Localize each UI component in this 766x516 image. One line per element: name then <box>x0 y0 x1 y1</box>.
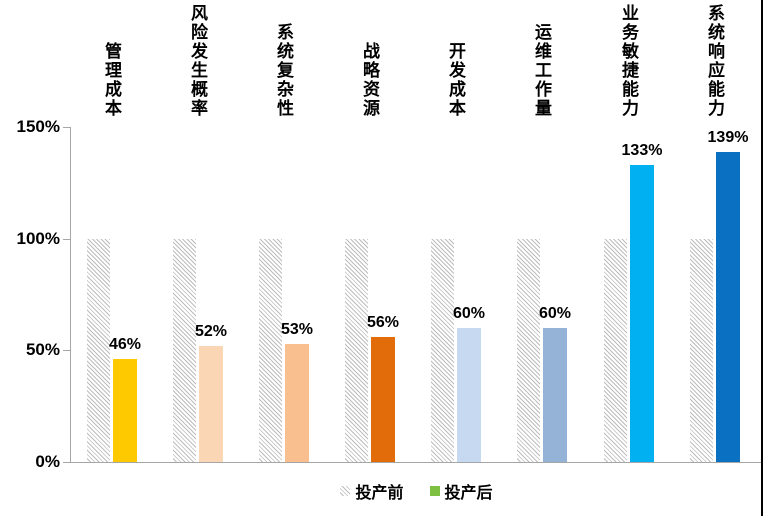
y-axis-tick <box>63 462 70 463</box>
bar-before-6 <box>604 238 627 462</box>
bar-after-1 <box>199 345 223 462</box>
legend-label-0: 投产前 <box>355 485 404 502</box>
y-axis-tick-label: 100% <box>16 228 60 248</box>
y-axis-tick <box>63 350 70 352</box>
bar-after-6 <box>630 164 654 462</box>
bar-before-7 <box>690 238 713 462</box>
bar-before-4 <box>431 238 454 462</box>
y-axis-tick-label: 0% <box>35 452 60 471</box>
bar-before-3 <box>345 238 368 462</box>
value-label-3: 56% <box>366 313 400 331</box>
y-axis-tick <box>63 127 70 128</box>
y-axis-tick <box>63 238 70 240</box>
legend-label-1: 投产后 <box>444 485 493 502</box>
legend-item-1: 投产后 <box>429 479 493 503</box>
bar-before-1 <box>173 238 196 462</box>
bar-before-2 <box>259 238 282 462</box>
legend-swatch-0 <box>340 486 351 496</box>
bar-after-7 <box>716 151 740 462</box>
category-label-1: 风险发生概率 <box>188 4 207 118</box>
category-label-0: 管理成本 <box>102 42 121 118</box>
value-label-7: 139% <box>707 128 749 146</box>
y-axis-tick-label: 50% <box>25 340 60 360</box>
value-label-2: 53% <box>280 320 314 338</box>
bar-before-0 <box>87 238 110 462</box>
category-label-6: 业务敏捷能力 <box>619 4 638 118</box>
bar-after-3 <box>371 336 395 462</box>
y-axis-line <box>70 127 71 462</box>
bar-after-4 <box>457 328 481 462</box>
image-right-border <box>761 0 763 516</box>
bar-after-2 <box>285 343 309 462</box>
category-label-5: 运维工作量 <box>532 23 551 118</box>
category-label-2: 系统复杂性 <box>274 23 293 118</box>
value-label-0: 46% <box>108 336 142 354</box>
x-axis-line <box>70 462 763 463</box>
legend-item-0: 投产前 <box>340 479 404 503</box>
value-label-6: 133% <box>621 141 663 159</box>
value-label-4: 60% <box>452 305 486 322</box>
value-label-1: 52% <box>194 322 228 340</box>
bar-after-0 <box>113 359 137 462</box>
category-label-4: 开发成本 <box>446 42 465 118</box>
value-label-5: 60% <box>538 305 572 322</box>
y-axis-tick-label: 150% <box>16 117 60 136</box>
legend-swatch-1 <box>429 486 440 496</box>
bar-after-5 <box>543 328 567 462</box>
category-label-7: 系统响应能力 <box>705 4 724 118</box>
bar-before-5 <box>517 238 540 462</box>
chart-legend: 投产前 投产后 <box>70 479 763 503</box>
category-label-3: 战略资源 <box>360 42 379 118</box>
